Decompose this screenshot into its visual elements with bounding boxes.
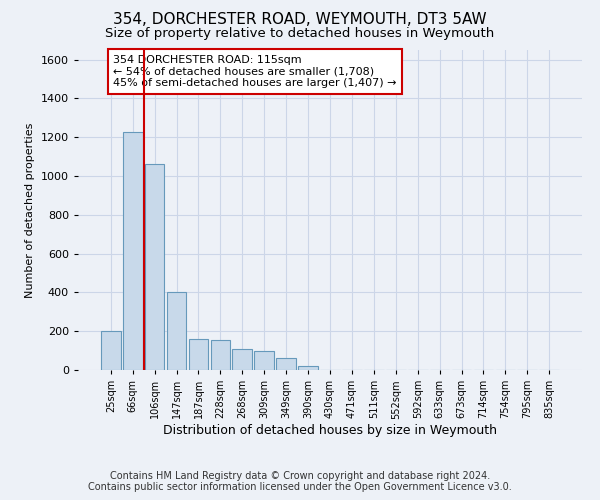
Text: Contains HM Land Registry data © Crown copyright and database right 2024.
Contai: Contains HM Land Registry data © Crown c… [88,471,512,492]
Bar [188,339,208,370]
Bar [123,132,143,370]
Bar [232,348,252,370]
Bar [211,340,230,370]
Bar [101,331,121,370]
X-axis label: Distribution of detached houses by size in Weymouth: Distribution of detached houses by size … [163,424,497,437]
Text: 354, DORCHESTER ROAD, WEYMOUTH, DT3 5AW: 354, DORCHESTER ROAD, WEYMOUTH, DT3 5AW [113,12,487,28]
Bar [167,292,187,370]
Text: 354 DORCHESTER ROAD: 115sqm
← 54% of detached houses are smaller (1,708)
45% of : 354 DORCHESTER ROAD: 115sqm ← 54% of det… [113,55,397,88]
Bar [254,350,274,370]
Y-axis label: Number of detached properties: Number of detached properties [25,122,35,298]
Bar [298,366,318,370]
Text: Size of property relative to detached houses in Weymouth: Size of property relative to detached ho… [106,28,494,40]
Bar [145,164,164,370]
Bar [276,358,296,370]
